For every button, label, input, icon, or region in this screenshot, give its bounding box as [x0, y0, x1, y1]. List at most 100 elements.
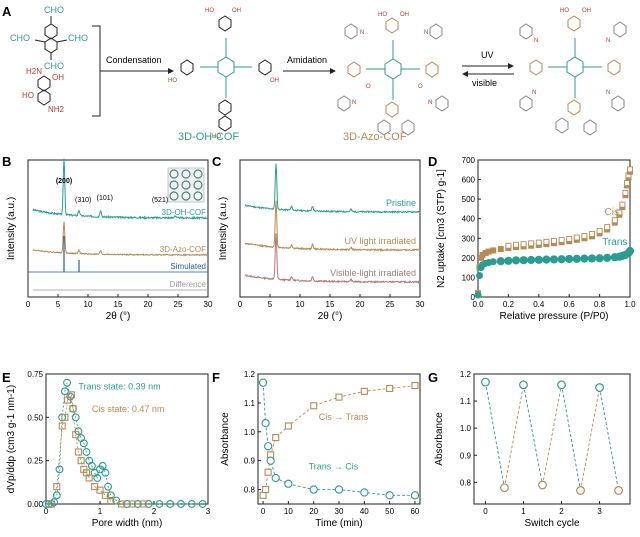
cis-desorption-point [596, 228, 603, 234]
cis-trans-point [310, 402, 318, 410]
cis-desorption-point [573, 234, 580, 241]
x-tick-label: 1 [98, 507, 103, 516]
switch-line [599, 387, 620, 491]
inset-ring [193, 191, 203, 201]
visible-arrowhead [462, 71, 468, 77]
x-tick-label: 5 [268, 300, 273, 309]
x-tick-label: 1 [521, 507, 526, 516]
cis-point [85, 474, 93, 482]
crystal-structure-inset [167, 167, 205, 203]
cis-point [72, 431, 80, 439]
cis-trans-point [272, 434, 280, 442]
cis-trans-point [262, 486, 270, 494]
y-tick-label: 100 [462, 273, 476, 282]
series-label: UV light irradiated [344, 236, 416, 246]
trans-point [595, 383, 604, 392]
xrd-trace-1 [32, 221, 209, 257]
inset-ring [169, 180, 179, 190]
trans-adsorption-point [476, 271, 484, 279]
trans-point [42, 500, 50, 508]
x-tick-label: 50 [385, 507, 394, 516]
trans-cis-point [309, 485, 318, 494]
y-axis-label: N2 uptake [cm3 (STP) g-1] [436, 169, 447, 288]
aldehyde-monomer [34, 16, 68, 60]
trans-point [55, 465, 64, 474]
panel-g-letter: G [428, 370, 438, 385]
x-tick-label: 0.8 [594, 300, 606, 309]
switch-line [580, 387, 601, 491]
cis-desorption-point [624, 180, 630, 187]
cho-label-right: CHO [68, 33, 88, 43]
peak-label: (521) [152, 197, 168, 204]
series-label: Pristine [386, 198, 416, 208]
trans-point [82, 448, 91, 456]
y-tick-label: 0.00 [27, 500, 43, 509]
cis-desorption-point [616, 209, 623, 216]
panel-f-letter: F [212, 370, 220, 385]
trans-adsorption-point [580, 255, 588, 263]
cis-desorption-point [520, 241, 527, 248]
amine-label-h2n: H2N [26, 67, 42, 76]
panel-g-switch-cycle: G 0 1 2 3 0.8 0.9 1.0 1.1 1.2 Switch cycle Absorban… [428, 370, 631, 529]
series-label: Simulated [170, 262, 206, 271]
trans-adsorption-point [596, 254, 604, 262]
cis-point [64, 396, 72, 404]
trans-point [155, 500, 164, 508]
amine-label-ho: HO [22, 91, 34, 100]
cis-trans-point [259, 491, 267, 499]
trans-adsorption-point [550, 255, 558, 263]
cis-desorption-point [622, 189, 629, 196]
x-axis-label: 2θ (°) [106, 311, 131, 322]
cis-desorption-point [558, 236, 565, 243]
cis-point [101, 491, 109, 499]
svg-text:OH: OH [232, 8, 241, 14]
y-tick-label: 600 [462, 176, 476, 185]
cis-point [139, 500, 147, 508]
cis-point [128, 500, 136, 508]
trans-cis-point [258, 378, 268, 387]
trans-point [98, 461, 107, 470]
x-tick-label: 3 [597, 507, 602, 516]
y-tick-label: 0 [471, 293, 476, 302]
trans-cis-point [263, 442, 273, 451]
cis-point [67, 391, 75, 399]
cis-desorption-point [627, 166, 633, 173]
trans-point [519, 380, 528, 390]
x-tick-label: 3 [206, 507, 211, 516]
svg-text:HO: HO [168, 78, 177, 84]
y-axis-label: dVp/ddp (cm3 g-1 nm-1) [6, 385, 17, 493]
peak-label: (310) [75, 197, 91, 204]
trans-adsorption-point [527, 256, 535, 264]
switch-line [503, 384, 524, 488]
svg-text:N: N [428, 100, 432, 106]
panel-c-xrd-irradiation: C 0 5 10 15 20 25 30 2θ (°) Intensity (a.u.) Prist… [212, 154, 425, 322]
cis-adsorption-point [497, 246, 504, 253]
svg-text:N: N [352, 100, 356, 106]
cis-point [53, 483, 61, 491]
y-axis-label: Intensity (a.u.) [6, 197, 17, 260]
trans-adsorption-point [558, 255, 566, 263]
svg-text:HO: HO [378, 12, 387, 18]
peak-label: (101) [97, 195, 113, 202]
x-tick-label: 30 [335, 507, 344, 516]
trans-adsorption-point [535, 256, 543, 264]
panel-d-letter: D [428, 154, 437, 169]
cis-point [58, 422, 66, 430]
y-tick-label: 700 [462, 156, 476, 165]
x-axis-label: 2θ (°) [318, 311, 343, 322]
panel-b-xrd: B 0 5 10 15 20 25 30 2θ (°) Intensity (a.u.) 3D-OH… [2, 154, 213, 322]
cis-label: Cis [605, 207, 619, 218]
panel-e-pore-size: E 0 1 2 3 0.00 0.25 0.50 0.75 Pore width (nm) dVp/… [2, 370, 211, 529]
x-tick-label: 5 [56, 300, 61, 309]
y-tick-label: 0.50 [27, 413, 43, 422]
cis-desorption-point [528, 240, 535, 247]
inset-ring [193, 180, 203, 190]
trans-point [187, 500, 196, 508]
cis-adsorption-point [490, 247, 497, 254]
cof-cis-structure: N N N N HO OH [519, 8, 627, 136]
panel-e-letter: E [2, 370, 11, 385]
cis-point [576, 486, 585, 495]
x-axis-label: Pore width (nm) [92, 518, 163, 529]
x-tick-label: 10 [296, 300, 305, 309]
